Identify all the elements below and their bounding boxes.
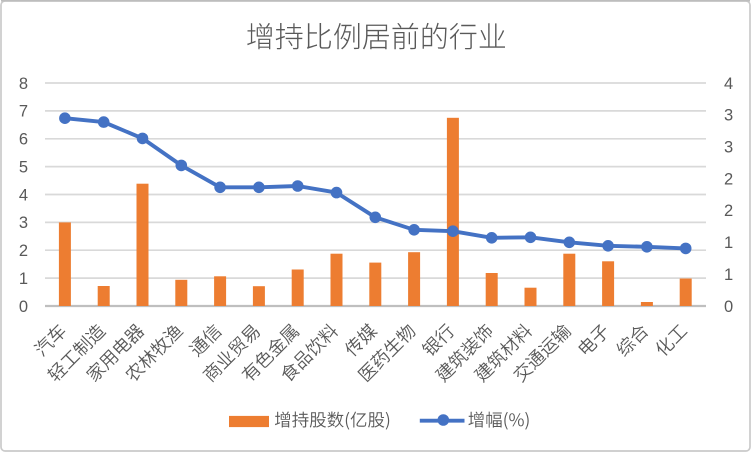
svg-text:1: 1: [724, 266, 733, 284]
svg-text:2: 2: [724, 170, 733, 188]
svg-text:8: 8: [19, 75, 28, 93]
svg-text:0: 0: [724, 298, 733, 316]
svg-text:1: 1: [19, 270, 28, 288]
svg-text:7: 7: [19, 103, 28, 121]
svg-text:6: 6: [19, 131, 28, 149]
svg-text:3: 3: [19, 214, 28, 232]
svg-text:2: 2: [724, 202, 733, 220]
svg-text:3: 3: [724, 139, 733, 157]
svg-text:2: 2: [19, 242, 28, 260]
svg-text:5: 5: [19, 158, 28, 176]
svg-text:4: 4: [19, 186, 28, 204]
svg-text:3: 3: [724, 107, 733, 125]
svg-text:4: 4: [724, 75, 733, 93]
svg-text:0: 0: [19, 298, 28, 316]
svg-text:1: 1: [724, 234, 733, 252]
